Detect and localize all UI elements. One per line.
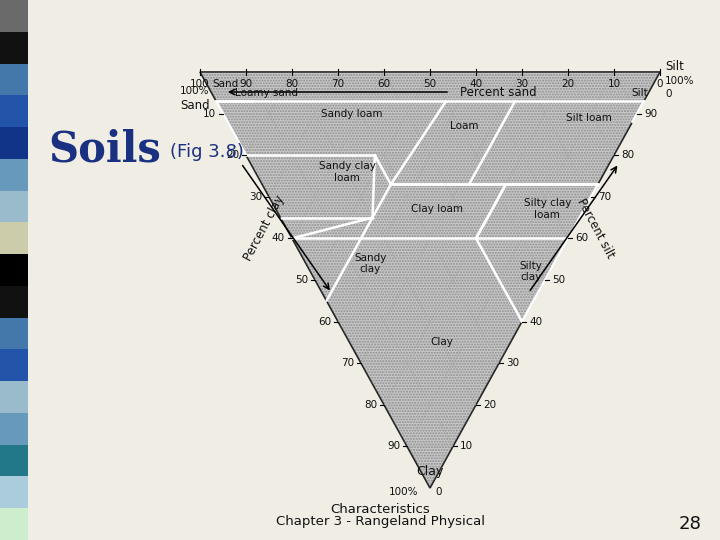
Text: Sandy loam: Sandy loam (321, 109, 382, 119)
Text: 100%: 100% (389, 487, 418, 497)
Text: Percent clay: Percent clay (241, 193, 287, 263)
Bar (0, 413, 28, 445)
Text: Soils: Soils (48, 129, 161, 171)
Text: 100: 100 (190, 79, 210, 89)
Text: 40: 40 (469, 79, 482, 89)
Text: Percent silt: Percent silt (575, 196, 617, 260)
Text: 90: 90 (240, 79, 253, 89)
Polygon shape (200, 72, 660, 488)
Text: 28: 28 (678, 515, 701, 533)
Text: Sand: Sand (180, 99, 210, 112)
Bar (0, 159, 28, 191)
Text: 70: 70 (331, 79, 345, 89)
Text: 30: 30 (506, 358, 519, 368)
Bar (0, 476, 28, 508)
Text: 10: 10 (460, 441, 473, 451)
Text: Loamy sand: Loamy sand (235, 88, 298, 98)
Bar (0, 381, 28, 413)
Bar (0, 318, 28, 349)
Text: 100%: 100% (665, 76, 695, 86)
Text: Characteristics: Characteristics (330, 503, 430, 516)
Text: Clay: Clay (430, 338, 453, 347)
Text: 0: 0 (435, 487, 441, 497)
Text: 40: 40 (272, 233, 285, 244)
Bar (0, 222, 28, 254)
Text: 50: 50 (295, 275, 308, 285)
Text: (Fig 3.8): (Fig 3.8) (170, 143, 244, 161)
Text: 60: 60 (318, 316, 331, 327)
Text: 70: 70 (598, 192, 611, 202)
Bar (0, 254, 28, 286)
Text: 60: 60 (575, 233, 588, 244)
Text: Silt: Silt (631, 88, 648, 98)
Text: 0: 0 (657, 79, 663, 89)
Text: 30: 30 (516, 79, 528, 89)
Text: 60: 60 (377, 79, 390, 89)
Text: Clay loam: Clay loam (411, 204, 463, 214)
Text: 20: 20 (226, 150, 239, 160)
Text: 40: 40 (529, 316, 542, 327)
Text: Silty clay
loam: Silty clay loam (523, 199, 571, 220)
Text: 90: 90 (644, 109, 657, 119)
Text: Sand: Sand (212, 79, 238, 90)
Bar (0, 286, 28, 318)
Text: Silt: Silt (665, 60, 684, 73)
Text: 30: 30 (249, 192, 262, 202)
Text: 100%: 100% (180, 86, 210, 96)
Bar (0, 0, 28, 32)
Text: 10: 10 (608, 79, 621, 89)
Text: 10: 10 (203, 109, 216, 119)
Text: 80: 80 (364, 400, 377, 410)
Bar (0, 445, 28, 476)
Text: Clay: Clay (416, 465, 444, 478)
Bar (0, 191, 28, 222)
Text: 80: 80 (285, 79, 299, 89)
Text: 20: 20 (562, 79, 575, 89)
Text: Sandy
clay: Sandy clay (354, 253, 387, 274)
Bar (0, 64, 28, 95)
Text: 50: 50 (552, 275, 565, 285)
Text: 80: 80 (621, 150, 634, 160)
Text: Chapter 3 - Rangeland Physical: Chapter 3 - Rangeland Physical (276, 515, 485, 528)
Text: 20: 20 (483, 400, 496, 410)
Text: 0: 0 (665, 89, 672, 99)
Bar (0, 127, 28, 159)
Text: Silty
clay: Silty clay (520, 261, 543, 282)
Text: Sandy clay
loam: Sandy clay loam (319, 161, 376, 183)
Bar (0, 349, 28, 381)
Bar (0, 508, 28, 540)
Text: Silt loam: Silt loam (566, 113, 611, 123)
Text: 50: 50 (423, 79, 436, 89)
Text: 90: 90 (387, 441, 400, 451)
Text: 70: 70 (341, 358, 354, 368)
Bar (0, 95, 28, 127)
Text: Loam: Loam (450, 121, 479, 131)
Text: Percent sand: Percent sand (460, 85, 536, 98)
Bar (0, 32, 28, 64)
